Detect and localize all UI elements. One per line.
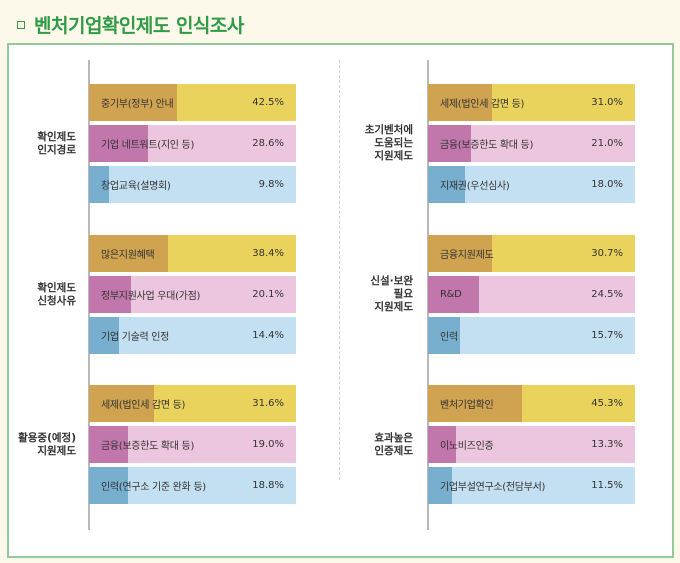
axis-line — [88, 60, 90, 530]
bar: 벤처기업확인 45.3% — [428, 385, 635, 422]
bar-value-fill — [89, 235, 169, 272]
bar-value-fill — [89, 467, 128, 504]
bar-value-label: 21.0% — [591, 138, 623, 149]
bar-category-label: 세제(법인세 감면 등) — [440, 99, 525, 110]
bar-value-label: 42.5% — [252, 97, 284, 108]
group-label-line: 효과높은 — [374, 431, 413, 444]
bar: 금융지원제도 30.7% — [428, 235, 635, 272]
bar: 많은지원혜택 38.4% — [89, 235, 296, 272]
bar: 지재권(우선심사) 18.0% — [428, 166, 635, 203]
bar: 세제(법인세 감면 등) 31.0% — [428, 84, 635, 121]
bar-category-label: 많은지원혜택 — [101, 250, 155, 261]
bar-category-label: 정부지원사업 우대(가점) — [101, 291, 201, 302]
axis-line — [427, 60, 429, 530]
group-label: 확인제도 인지경로 — [1, 131, 76, 157]
group-label-line: 지원제도 — [374, 301, 413, 313]
bar-value-fill — [89, 84, 177, 121]
group-label: 효과높은 인증제도 — [338, 432, 413, 458]
bar-value-label: 18.8% — [252, 480, 284, 491]
bar-value-label: 28.6% — [252, 138, 284, 149]
group-label-line: 인지경로 — [37, 143, 76, 156]
bar-value-label: 11.5% — [591, 480, 623, 491]
bar-category-label: 금융(보증한도 확대 등) — [440, 140, 534, 151]
bar-category-label: 창업교육(설명회) — [101, 181, 171, 192]
bar: 기업부설연구소(전담부서) 11.5% — [428, 467, 635, 504]
group-label-line: 지원제도 — [374, 150, 413, 162]
bar: 금융(보증한도 확대 등) 19.0% — [89, 426, 296, 463]
bar: 중기부(정부) 안내 42.5% — [89, 84, 296, 121]
bar-value-fill — [89, 317, 119, 354]
bar-value-label: 30.7% — [591, 248, 623, 259]
group-label: 확인제도 신청사유 — [1, 282, 76, 308]
bar-value-fill — [89, 166, 110, 203]
panel-divider — [339, 60, 340, 480]
bar-category-label: 중기부(정부) 안내 — [101, 99, 174, 110]
group-label: 신설·보완 필요 지원제도 — [338, 275, 413, 314]
group-label-line: 신청사유 — [37, 294, 76, 307]
bar: 세제(법인세 감면 등) 31.6% — [89, 385, 296, 422]
bar-value-label: 31.0% — [591, 97, 623, 108]
bar-value-fill — [428, 426, 456, 463]
bar-value-fill — [428, 166, 466, 203]
bar-category-label: 벤처기업확인 — [440, 400, 494, 411]
bar-value-fill — [89, 385, 155, 422]
group-label-line: 지원제도 — [37, 444, 76, 457]
bar-value-fill — [89, 125, 149, 162]
bar: 인력(연구소 기준 완화 등) 18.8% — [89, 467, 296, 504]
bar-value-label: 9.8% — [258, 179, 284, 190]
bar-value-label: 15.7% — [591, 330, 623, 341]
bar: 정부지원사업 우대(가점) 20.1% — [89, 276, 296, 313]
group-label: 초기벤처에 도움되는 지원제도 — [338, 124, 413, 163]
bar-category-label: R&D — [440, 289, 462, 300]
bar-category-label: 기업부설연구소(전담부서) — [440, 482, 546, 493]
bar-category-label: 기업 네트워트(지인 등) — [101, 140, 195, 151]
bar-value-fill — [89, 276, 131, 313]
bar-value-label: 31.6% — [252, 398, 284, 409]
group-label-line: 필요 — [393, 288, 413, 300]
bar: 이노비즈인증 13.3% — [428, 426, 635, 463]
bar: 인력 15.7% — [428, 317, 635, 354]
bar-value-fill — [428, 276, 479, 313]
bar-value-fill — [428, 84, 493, 121]
bar-value-label: 13.3% — [591, 439, 623, 450]
bar-value-label: 19.0% — [252, 439, 284, 450]
bar-value-fill — [428, 467, 452, 504]
bar-category-label: 금융(보증한도 확대 등) — [101, 441, 195, 452]
group-label-line: 도움되는 — [374, 137, 413, 149]
bar: 창업교육(설명회) 9.8% — [89, 166, 296, 203]
bar-value-label: 24.5% — [591, 289, 623, 300]
group-label-line: 확인제도 — [37, 281, 76, 294]
bar-category-label: 금융지원제도 — [440, 250, 494, 261]
square-bullet-icon — [17, 21, 25, 29]
bar-category-label: 지재권(우선심사) — [440, 181, 510, 192]
bar-category-label: 인력(연구소 기준 완화 등) — [101, 482, 206, 493]
bar: 금융(보증한도 확대 등) 21.0% — [428, 125, 635, 162]
bar-category-label: 이노비즈인증 — [440, 441, 494, 452]
header: 벤처기업확인제도 인식조사 — [17, 10, 244, 38]
bar-value-label: 14.4% — [252, 330, 284, 341]
bar-value-fill — [89, 426, 129, 463]
bar-value-fill — [428, 385, 522, 422]
bar-value-label: 18.0% — [591, 179, 623, 190]
bar-value-label: 20.1% — [252, 289, 284, 300]
bar: 기업 기술력 인정 14.4% — [89, 317, 296, 354]
bar-value-label: 38.4% — [252, 248, 284, 259]
group-label-line: 인증제도 — [374, 444, 413, 457]
group-label: 활용중(예정) 지원제도 — [1, 432, 76, 458]
group-label-line: 확인제도 — [37, 130, 76, 143]
bar-category-label: 기업 기술력 인정 — [101, 332, 170, 343]
bar: R&D 24.5% — [428, 276, 635, 313]
group-label-line: 활용중(예정) — [18, 431, 76, 444]
bar-value-fill — [428, 125, 472, 162]
bar-value-label: 45.3% — [591, 398, 623, 409]
page-title: 벤처기업확인제도 인식조사 — [34, 14, 244, 37]
bar-category-label: 세제(법인세 감면 등) — [101, 400, 186, 411]
group-label-line: 초기벤처에 — [364, 124, 413, 136]
bar: 기업 네트워트(지인 등) 28.6% — [89, 125, 296, 162]
bar-category-label: 인력 — [440, 332, 458, 343]
group-label-line: 신설·보완 — [370, 275, 413, 287]
bar-value-fill — [428, 235, 492, 272]
bar-value-fill — [428, 317, 461, 354]
